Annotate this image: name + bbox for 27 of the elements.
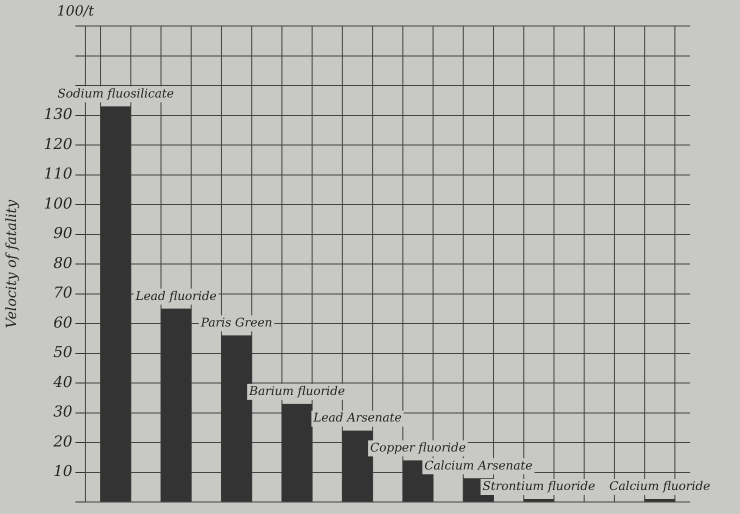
y-tick-label: 50 <box>53 343 73 362</box>
y-tick-label: 20 <box>52 432 73 450</box>
y-tick-label: 30 <box>53 402 73 421</box>
y-tick-label: 90 <box>53 224 73 242</box>
x-tick-label: Sodium fluosilicate <box>57 86 174 100</box>
y-tick-label: 80 <box>53 254 73 272</box>
y-tick-label: 70 <box>53 284 73 302</box>
x-tick-label: Strontium fluoride <box>482 479 596 494</box>
x-tick-label: Calcium fluoride <box>609 479 710 494</box>
x-tick-label: Lead Arsenate <box>312 410 402 425</box>
bar <box>161 308 192 502</box>
x-tick-label: Lead fluoride <box>134 288 217 303</box>
y-tick-label: 10 <box>53 462 73 480</box>
y-tick-label: 60 <box>53 313 73 332</box>
y-axis-title: Velocity of fatality <box>4 198 20 328</box>
y-tick-label: 120 <box>44 134 73 153</box>
bar <box>100 106 131 502</box>
y-tick-label: 100 <box>44 194 73 212</box>
x-tick-label: Paris Green <box>200 316 272 330</box>
text: 100/t <box>56 4 94 20</box>
bar <box>282 404 312 502</box>
y-tick-label: 40 <box>52 372 73 391</box>
x-tick-label: Barium fluoride <box>248 384 345 398</box>
y-tick-label: 110 <box>44 164 73 183</box>
x-tick-label: Copper fluoride <box>370 440 466 454</box>
x-tick-label: Calcium Arsenate <box>424 458 532 472</box>
y-tick-label: 130 <box>44 105 73 124</box>
